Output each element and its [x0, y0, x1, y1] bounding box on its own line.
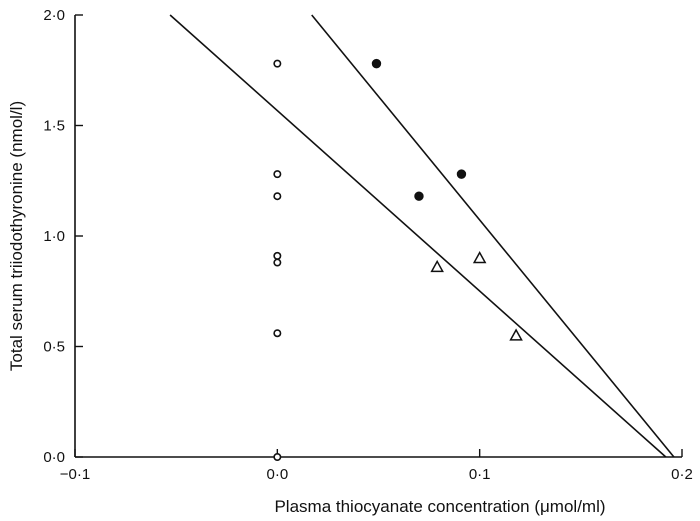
x-tick-label: 0·0 — [266, 466, 288, 483]
data-point-filled-circle — [371, 58, 382, 69]
x-tick-label: 0·1 — [469, 466, 491, 483]
regression-lines — [169, 14, 675, 458]
data-point-open-circle — [273, 59, 282, 68]
y-tick-label: 1·5 — [43, 118, 65, 135]
data-point-open-triangle — [509, 328, 523, 341]
y-tick-label: 0·5 — [43, 339, 65, 356]
y-tick-label: 2·0 — [43, 7, 65, 24]
data-point-open-circle — [273, 452, 282, 461]
axes — [74, 14, 683, 458]
data-point-open-circle — [273, 192, 282, 201]
x-tick-label: 0·2 — [671, 466, 693, 483]
data-point-filled-circle — [414, 191, 424, 201]
data-point-open-circle — [273, 258, 282, 267]
data-points — [273, 58, 523, 461]
regression-line — [169, 14, 667, 458]
y-tick-label: 0·0 — [43, 449, 65, 466]
y-tick-label: 1·0 — [43, 228, 65, 245]
tick-labels: −0·1 0·0 0·1 0·20·00·51·01·52·0 — [43, 7, 693, 483]
data-point-open-triangle — [430, 259, 444, 273]
data-point-open-circle — [273, 251, 282, 260]
data-point-open-circle — [273, 170, 282, 179]
regression-line — [311, 14, 675, 458]
data-point-open-circle — [273, 329, 282, 338]
data-point-filled-circle — [456, 169, 467, 179]
y-axis-label: Total serum triiodothyronine (nmol/l) — [7, 101, 26, 371]
x-tick-label: −0·1 — [60, 466, 90, 483]
x-axis-label: Plasma thiocyanate concentration (μmol/m… — [274, 497, 605, 516]
data-point-open-triangle — [472, 251, 487, 264]
